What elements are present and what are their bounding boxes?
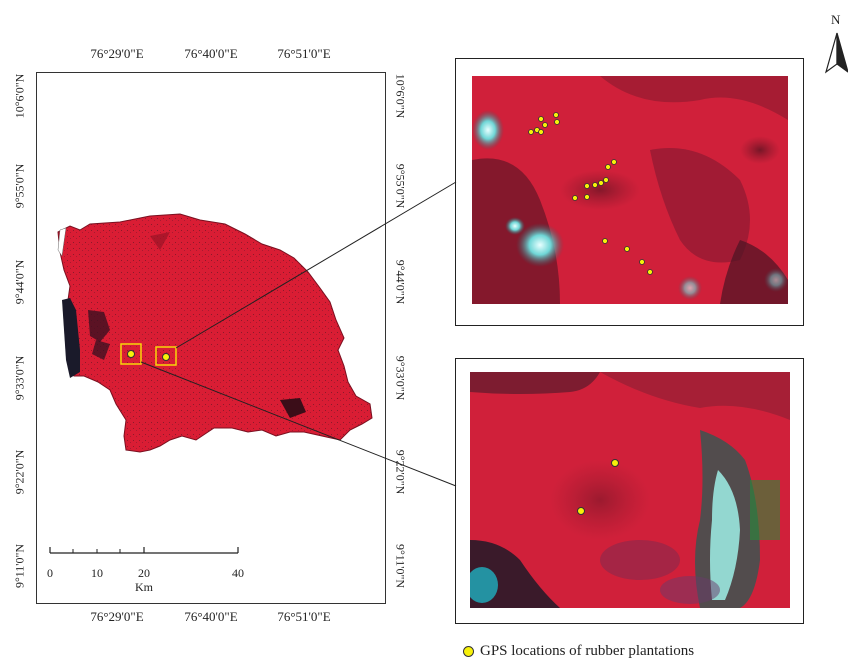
gps-point [647,269,653,275]
gps-point [584,183,590,189]
inset-top-image [472,76,788,304]
gps-point [611,459,619,467]
scale-unit: Km [135,580,153,594]
gps-point [624,246,630,252]
scale-bar [49,547,239,554]
gps-point [592,182,598,188]
gps-point [611,159,617,165]
gps-point [528,129,534,135]
gps-point [572,195,578,201]
bottom-tick-3: 76°51'0"E [277,609,331,624]
top-tick-3: 76°51'0"E [277,46,331,61]
north-label: N [831,12,841,27]
inset-top-gps-points [528,112,653,275]
scale-label-0: 0 [47,566,53,580]
zoom-box-2-point [162,353,170,361]
bottom-tick-1: 76°29'0"E [90,609,144,624]
gps-point [553,112,559,118]
gps-point [554,119,560,125]
top-tick-2: 76°40'0"E [184,46,238,61]
zoom-box-2 [155,346,177,366]
inset-bottom-image [470,372,790,608]
legend-label: GPS locations of rubber plantations [480,643,695,659]
gps-point [542,122,548,128]
scale-label-20: 20 [138,566,150,580]
gps-point [584,194,590,200]
zoom-box-1-point [127,350,135,358]
gps-point [603,177,609,183]
connector-line-2 [140,361,457,487]
gps-point [577,507,585,515]
legend: GPS locations of rubber plantations [463,643,694,660]
main-map-frame [36,72,386,604]
gps-point [538,116,544,122]
scale-label-10: 10 [91,566,103,580]
gps-point [598,180,604,186]
zoom-box-1 [120,343,142,365]
gps-point [639,259,645,265]
top-tick-1: 76°29'0"E [90,46,144,61]
legend-marker-icon [463,646,474,658]
connector-line-1 [175,181,457,349]
north-arrow-icon [824,32,848,74]
gps-point [538,129,544,135]
bottom-tick-2: 76°40'0"E [184,609,238,624]
gps-point [602,238,608,244]
scale-label-40: 40 [232,566,244,580]
gps-point [605,164,611,170]
study-region [57,213,373,453]
